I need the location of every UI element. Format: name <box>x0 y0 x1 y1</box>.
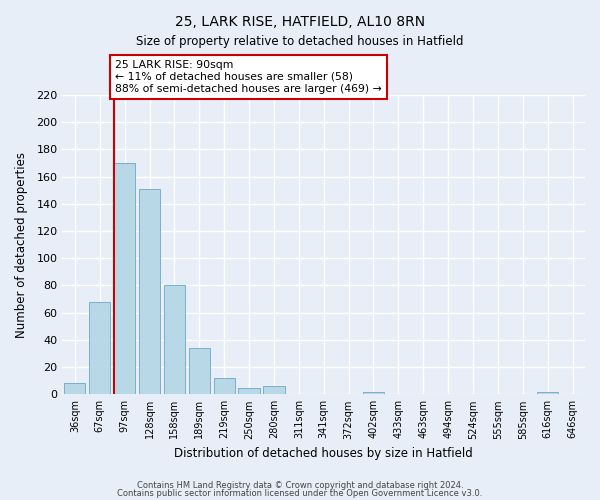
Bar <box>263 386 284 394</box>
Bar <box>363 392 384 394</box>
Text: Size of property relative to detached houses in Hatfield: Size of property relative to detached ho… <box>136 35 464 48</box>
Bar <box>238 388 260 394</box>
Bar <box>214 378 235 394</box>
Text: Contains public sector information licensed under the Open Government Licence v3: Contains public sector information licen… <box>118 489 482 498</box>
Text: 25 LARK RISE: 90sqm
← 11% of detached houses are smaller (58)
88% of semi-detach: 25 LARK RISE: 90sqm ← 11% of detached ho… <box>115 60 382 94</box>
Bar <box>89 302 110 394</box>
X-axis label: Distribution of detached houses by size in Hatfield: Distribution of detached houses by size … <box>175 447 473 460</box>
Bar <box>64 384 85 394</box>
Bar <box>537 392 558 394</box>
Y-axis label: Number of detached properties: Number of detached properties <box>15 152 28 338</box>
Text: 25, LARK RISE, HATFIELD, AL10 8RN: 25, LARK RISE, HATFIELD, AL10 8RN <box>175 15 425 29</box>
Bar <box>164 286 185 395</box>
Bar <box>114 163 135 394</box>
Text: Contains HM Land Registry data © Crown copyright and database right 2024.: Contains HM Land Registry data © Crown c… <box>137 480 463 490</box>
Bar <box>189 348 210 395</box>
Bar <box>139 189 160 394</box>
